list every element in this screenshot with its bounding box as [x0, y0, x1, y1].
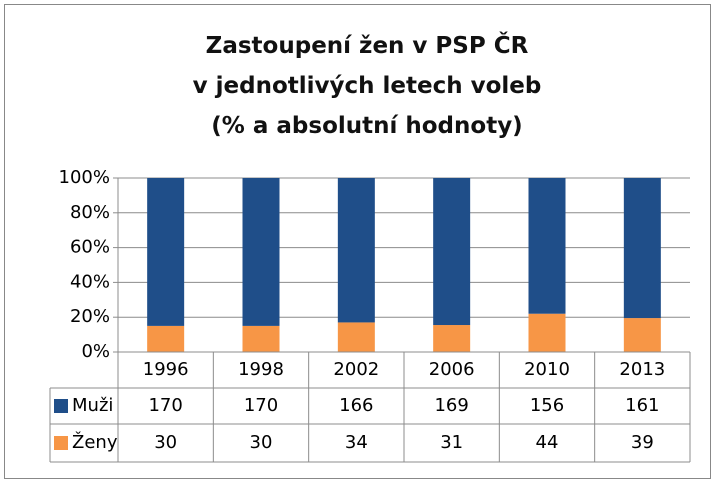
table-value: 34 — [345, 432, 368, 453]
x-tick-label: 2006 — [429, 359, 475, 380]
y-tick-label: 0% — [81, 341, 110, 362]
bar-segment — [528, 178, 566, 314]
bar-segment — [433, 178, 471, 326]
legend-label: Ženy — [72, 431, 118, 453]
x-tick-label: 1998 — [238, 359, 284, 380]
bar-segment — [528, 313, 566, 352]
y-tick-label: 20% — [70, 306, 110, 327]
table-value: 169 — [434, 395, 468, 416]
x-tick-label: 2010 — [524, 359, 570, 380]
table-value: 44 — [536, 432, 559, 453]
y-tick-label: 100% — [59, 167, 110, 188]
y-tick-label: 60% — [70, 237, 110, 258]
table-value: 170 — [148, 395, 182, 416]
y-tick-label: 40% — [70, 271, 110, 292]
bar-segment — [147, 178, 185, 326]
table-value: 30 — [154, 432, 177, 453]
legend-key — [54, 399, 68, 413]
bar-segment — [623, 178, 661, 319]
y-tick-label: 80% — [70, 202, 110, 223]
x-tick-label: 2002 — [333, 359, 379, 380]
bar-segment — [623, 318, 661, 352]
table-value: 30 — [250, 432, 273, 453]
bar-segment — [242, 325, 280, 352]
table-value: 31 — [440, 432, 463, 453]
bar-segment — [242, 178, 280, 326]
table-value: 170 — [244, 395, 278, 416]
bar-segment — [337, 178, 375, 323]
legend-key — [54, 436, 68, 450]
table-value: 39 — [631, 432, 654, 453]
bar-segment — [337, 322, 375, 352]
chart-title: Zastoupení žen v PSP ČR v jednotlivých l… — [192, 33, 542, 139]
table-value: 166 — [339, 395, 373, 416]
table-value: 161 — [625, 395, 659, 416]
table-value: 156 — [530, 395, 564, 416]
bar-segment — [433, 325, 471, 352]
x-tick-label: 1996 — [143, 359, 189, 380]
bar-segment — [147, 325, 185, 352]
x-tick-label: 2013 — [619, 359, 665, 380]
legend-label: Muži — [72, 395, 113, 416]
